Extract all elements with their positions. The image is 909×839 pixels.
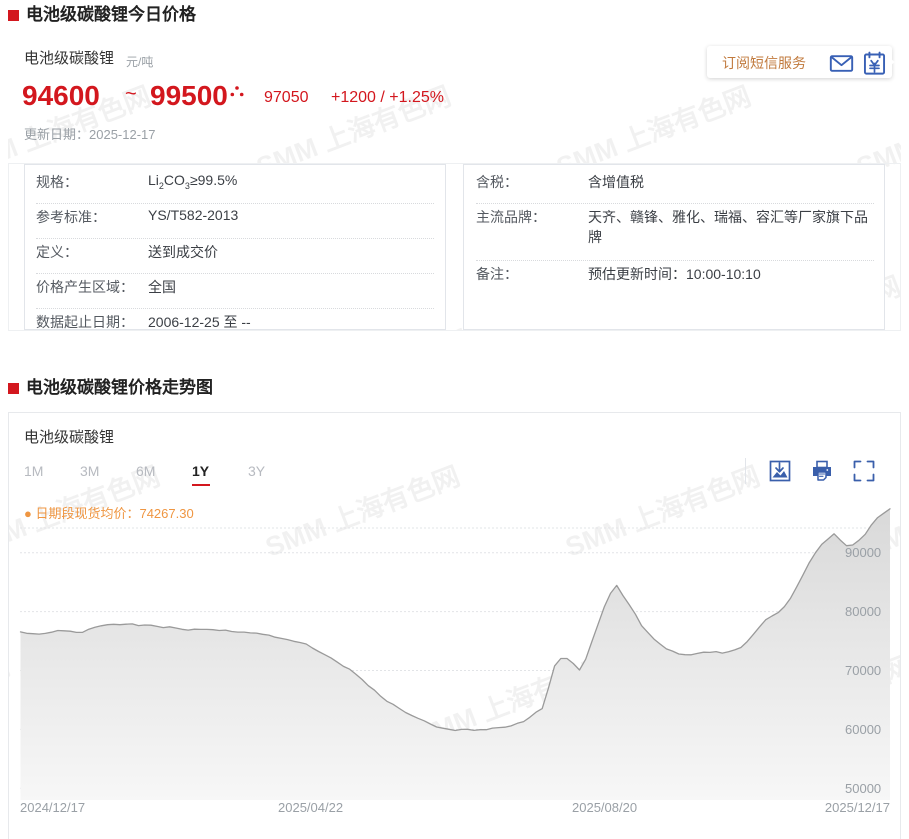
- svg-text:2025/12/17: 2025/12/17: [825, 800, 890, 815]
- svg-text:2025/04/22: 2025/04/22: [278, 800, 343, 815]
- svg-text:70000: 70000: [845, 663, 881, 678]
- svg-text:90000: 90000: [845, 545, 881, 560]
- svg-text:2025/08/20: 2025/08/20: [572, 800, 637, 815]
- svg-text:2024/12/17: 2024/12/17: [20, 800, 85, 815]
- svg-text:50000: 50000: [845, 781, 881, 796]
- svg-text:60000: 60000: [845, 722, 881, 737]
- svg-text:80000: 80000: [845, 604, 881, 619]
